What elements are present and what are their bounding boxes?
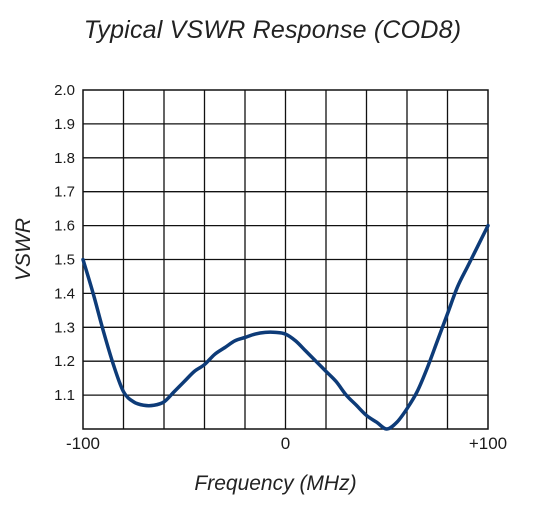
x-tick-label: -100 xyxy=(66,434,100,453)
y-tick-label: 1.5 xyxy=(54,252,75,269)
y-tick-label: 1.4 xyxy=(54,285,75,302)
y-tick-label: 1.1 xyxy=(54,387,75,404)
y-tick-label: 1.6 xyxy=(54,218,75,235)
y-tick-label: 1.3 xyxy=(54,319,75,336)
x-tick-label: +100 xyxy=(469,434,507,453)
y-axis-label: VSWR xyxy=(12,218,35,281)
y-tick-label: 1.7 xyxy=(54,184,75,201)
y-tick-label: 1.8 xyxy=(54,150,75,167)
chart-title: Typical VSWR Response (COD8) xyxy=(83,16,462,44)
x-axis-ticks: -100 0 +100 xyxy=(66,434,507,453)
grid xyxy=(83,90,488,429)
y-axis-ticks: 1.1 1.2 1.3 1.4 1.5 1.6 1.7 1.8 1.9 2.0 xyxy=(54,82,75,404)
y-tick-label: 1.9 xyxy=(54,116,75,133)
vswr-series-line xyxy=(81,223,490,431)
x-axis-label: Frequency (MHz) xyxy=(194,472,356,495)
y-tick-label: 2.0 xyxy=(54,82,75,99)
x-tick-label: 0 xyxy=(281,434,290,453)
y-tick-label: 1.2 xyxy=(54,353,75,370)
